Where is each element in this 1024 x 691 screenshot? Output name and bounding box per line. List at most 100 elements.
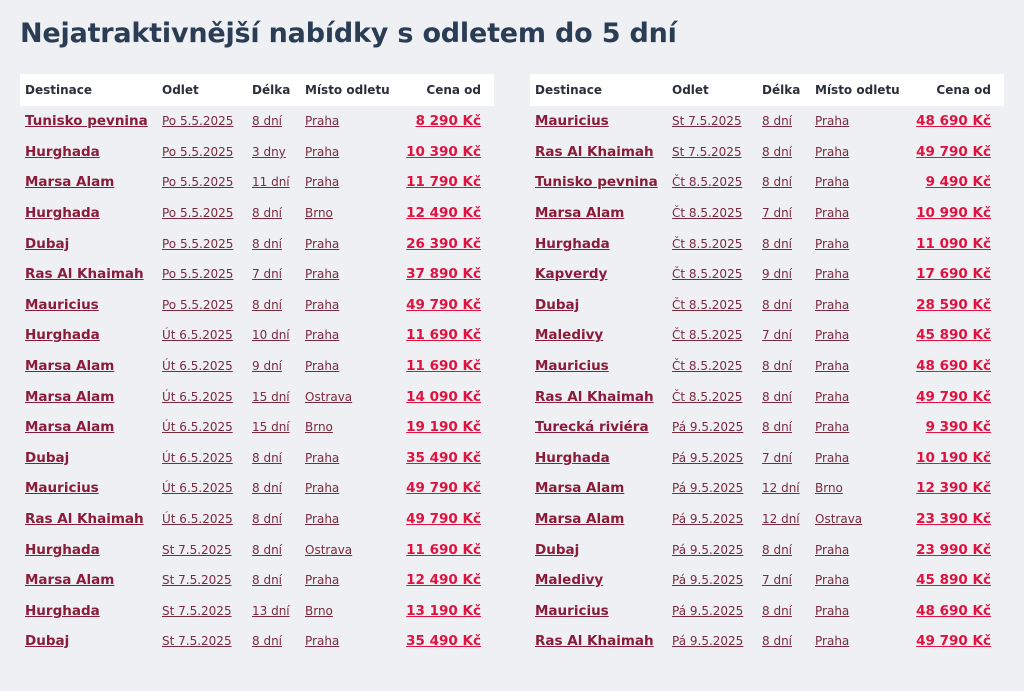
destination-link[interactable]: Mauricius [535,602,609,619]
length-link[interactable]: 8 dní [762,175,793,190]
destination-link[interactable]: Dubaj [25,235,70,252]
length-link[interactable]: 10 dní [252,328,290,343]
price-link[interactable]: 49 790 Kč [406,480,481,497]
departure-date-link[interactable]: Pá 9.5.2025 [672,420,744,435]
departure-date-link[interactable]: Čt 8.5.2025 [672,297,743,312]
departure-date-link[interactable]: Čt 8.5.2025 [672,359,743,374]
destination-link[interactable]: Hurghada [535,449,610,466]
origin-link[interactable]: Praha [305,512,340,527]
departure-date-link[interactable]: Út 6.5.2025 [162,420,233,435]
destination-link[interactable]: Ras Al Khaimah [535,633,654,650]
length-link[interactable]: 8 dní [762,297,793,312]
price-link[interactable]: 19 190 Kč [406,419,481,436]
destination-link[interactable]: Marsa Alam [25,174,115,191]
destination-link[interactable]: Hurghada [25,205,100,222]
price-link[interactable]: 10 390 Kč [406,143,481,160]
origin-link[interactable]: Praha [815,206,850,221]
origin-link[interactable]: Praha [305,573,340,588]
length-link[interactable]: 13 dní [252,603,290,618]
length-link[interactable]: 7 dní [762,450,793,465]
departure-date-link[interactable]: Po 5.5.2025 [162,206,234,221]
destination-link[interactable]: Maledivy [535,327,604,344]
origin-link[interactable]: Praha [815,542,850,557]
price-link[interactable]: 35 490 Kč [406,633,481,650]
departure-date-link[interactable]: Út 6.5.2025 [162,389,233,404]
price-link[interactable]: 11 690 Kč [406,358,481,375]
origin-link[interactable]: Praha [815,297,850,312]
origin-link[interactable]: Praha [305,328,340,343]
origin-link[interactable]: Praha [815,389,850,404]
origin-link[interactable]: Praha [305,236,340,251]
price-link[interactable]: 45 890 Kč [916,572,991,589]
departure-date-link[interactable]: St 7.5.2025 [162,542,232,557]
destination-link[interactable]: Ras Al Khaimah [535,388,654,405]
price-link[interactable]: 13 190 Kč [406,602,481,619]
destination-link[interactable]: Dubaj [535,296,580,313]
length-link[interactable]: 8 dní [762,420,793,435]
origin-link[interactable]: Ostrava [305,542,353,557]
origin-link[interactable]: Brno [815,481,843,496]
destination-link[interactable]: Marsa Alam [535,205,625,222]
price-link[interactable]: 11 090 Kč [916,235,991,252]
length-link[interactable]: 12 dní [762,481,800,496]
destination-link[interactable]: Mauricius [25,296,99,313]
price-link[interactable]: 26 390 Kč [406,235,481,252]
origin-link[interactable]: Praha [305,114,340,129]
origin-link[interactable]: Praha [305,144,340,159]
departure-date-link[interactable]: Pá 9.5.2025 [672,450,744,465]
length-link[interactable]: 8 dní [252,450,283,465]
length-link[interactable]: 15 dní [252,420,290,435]
departure-date-link[interactable]: Po 5.5.2025 [162,144,234,159]
destination-link[interactable]: Turecká riviéra [535,419,649,436]
destination-link[interactable]: Hurghada [25,143,100,160]
departure-date-link[interactable]: Út 6.5.2025 [162,450,233,465]
destination-link[interactable]: Dubaj [25,449,70,466]
origin-link[interactable]: Praha [815,267,850,282]
departure-date-link[interactable]: Út 6.5.2025 [162,481,233,496]
length-link[interactable]: 8 dní [762,236,793,251]
destination-link[interactable]: Tunisko pevnina [25,113,148,130]
destination-link[interactable]: Dubaj [25,633,70,650]
origin-link[interactable]: Ostrava [305,389,353,404]
origin-link[interactable]: Praha [815,114,850,129]
length-link[interactable]: 8 dní [252,481,283,496]
destination-link[interactable]: Maledivy [535,572,604,589]
departure-date-link[interactable]: Po 5.5.2025 [162,236,234,251]
length-link[interactable]: 8 dní [762,634,793,649]
destination-link[interactable]: Hurghada [25,602,100,619]
departure-date-link[interactable]: Út 6.5.2025 [162,359,233,374]
length-link[interactable]: 12 dní [762,512,800,527]
departure-date-link[interactable]: Pá 9.5.2025 [672,512,744,527]
price-link[interactable]: 17 690 Kč [916,266,991,283]
origin-link[interactable]: Praha [815,328,850,343]
length-link[interactable]: 8 dní [252,114,283,129]
price-link[interactable]: 49 790 Kč [916,633,991,650]
destination-link[interactable]: Hurghada [25,327,100,344]
departure-date-link[interactable]: Čt 8.5.2025 [672,236,743,251]
origin-link[interactable]: Praha [305,634,340,649]
price-link[interactable]: 8 290 Kč [415,113,481,130]
price-link[interactable]: 10 190 Kč [916,449,991,466]
price-link[interactable]: 14 090 Kč [406,388,481,405]
length-link[interactable]: 3 dny [252,144,286,159]
origin-link[interactable]: Praha [305,481,340,496]
price-link[interactable]: 49 790 Kč [916,143,991,160]
length-link[interactable]: 8 dní [762,542,793,557]
departure-date-link[interactable]: St 7.5.2025 [672,144,742,159]
departure-date-link[interactable]: Čt 8.5.2025 [672,206,743,221]
length-link[interactable]: 7 dní [762,206,793,221]
departure-date-link[interactable]: Po 5.5.2025 [162,114,234,129]
length-link[interactable]: 8 dní [252,236,283,251]
price-link[interactable]: 48 690 Kč [916,602,991,619]
price-link[interactable]: 49 790 Kč [406,511,481,528]
length-link[interactable]: 11 dní [252,175,290,190]
origin-link[interactable]: Praha [815,420,850,435]
departure-date-link[interactable]: Po 5.5.2025 [162,297,234,312]
origin-link[interactable]: Brno [305,206,333,221]
departure-date-link[interactable]: Pá 9.5.2025 [672,634,744,649]
departure-date-link[interactable]: St 7.5.2025 [162,634,232,649]
destination-link[interactable]: Marsa Alam [25,358,115,375]
destination-link[interactable]: Ras Al Khaimah [25,511,144,528]
destination-link[interactable]: Tunisko pevnina [535,174,658,191]
origin-link[interactable]: Praha [305,297,340,312]
